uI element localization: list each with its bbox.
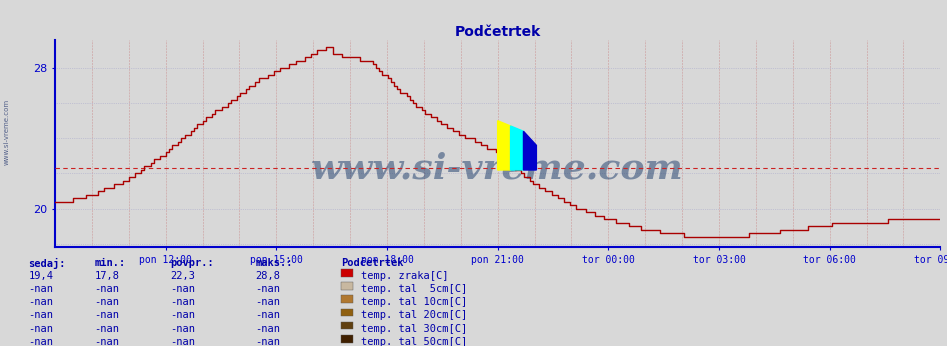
Text: povpr.:: povpr.: [170, 258, 214, 268]
Text: temp. tal 30cm[C]: temp. tal 30cm[C] [361, 324, 467, 334]
Text: 28,8: 28,8 [256, 271, 280, 281]
Text: -nan: -nan [256, 310, 280, 320]
Polygon shape [498, 121, 510, 170]
Text: -nan: -nan [170, 324, 195, 334]
Text: min.:: min.: [95, 258, 126, 268]
Text: temp. tal 50cm[C]: temp. tal 50cm[C] [361, 337, 467, 346]
Text: sedaj:: sedaj: [28, 258, 66, 269]
Text: -nan: -nan [28, 324, 53, 334]
Text: www.si-vreme.com: www.si-vreme.com [312, 152, 684, 185]
Text: maks.:: maks.: [256, 258, 294, 268]
Text: -nan: -nan [95, 310, 119, 320]
Text: temp. tal 10cm[C]: temp. tal 10cm[C] [361, 297, 467, 307]
Text: -nan: -nan [28, 310, 53, 320]
Text: 17,8: 17,8 [95, 271, 119, 281]
Polygon shape [510, 126, 524, 170]
Text: -nan: -nan [95, 284, 119, 294]
Polygon shape [524, 131, 536, 170]
Text: -nan: -nan [95, 297, 119, 307]
Text: -nan: -nan [256, 284, 280, 294]
Text: -nan: -nan [256, 297, 280, 307]
Text: 19,4: 19,4 [28, 271, 53, 281]
Text: -nan: -nan [170, 337, 195, 346]
Text: -nan: -nan [28, 297, 53, 307]
Text: -nan: -nan [28, 337, 53, 346]
Text: -nan: -nan [95, 337, 119, 346]
Text: -nan: -nan [95, 324, 119, 334]
Text: Podčetrtek: Podčetrtek [341, 258, 403, 268]
Text: www.si-vreme.com: www.si-vreme.com [4, 98, 9, 165]
Title: Podčetrtek: Podčetrtek [455, 25, 541, 39]
Text: -nan: -nan [170, 284, 195, 294]
Text: -nan: -nan [170, 310, 195, 320]
Text: temp. tal 20cm[C]: temp. tal 20cm[C] [361, 310, 467, 320]
Text: 22,3: 22,3 [170, 271, 195, 281]
Text: -nan: -nan [170, 297, 195, 307]
Text: -nan: -nan [256, 337, 280, 346]
Text: temp. tal  5cm[C]: temp. tal 5cm[C] [361, 284, 467, 294]
Text: -nan: -nan [28, 284, 53, 294]
Text: temp. zraka[C]: temp. zraka[C] [361, 271, 448, 281]
Text: -nan: -nan [256, 324, 280, 334]
